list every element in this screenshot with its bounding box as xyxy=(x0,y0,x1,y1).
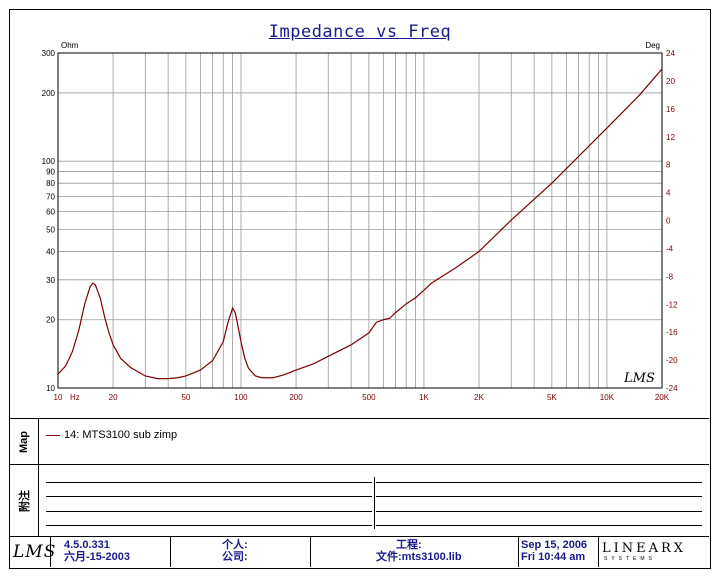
y-tick-label: 300 xyxy=(42,49,56,58)
lms-logo: LMS xyxy=(13,542,57,562)
company-label: 公司: xyxy=(222,551,248,563)
y-tick-label: 60 xyxy=(46,208,55,217)
report-time: Fri 10:44 am xyxy=(521,551,586,563)
x-tick-label: 1K xyxy=(419,393,429,402)
personal-label: 个人: xyxy=(222,539,248,551)
linearx-subtitle: SYSTEMS xyxy=(604,556,656,562)
y2-tick-label: -4 xyxy=(666,244,674,253)
chart-title: Impedance vs Freq xyxy=(268,22,452,42)
legend-panel-label: Map xyxy=(10,419,39,465)
y-tick-label: 20 xyxy=(46,316,55,325)
y-tick-label: 80 xyxy=(46,179,55,188)
notes-panel-label: 附注 xyxy=(10,465,39,537)
footer-user-cell: 个人: 公司: xyxy=(170,537,311,567)
legend-swatch xyxy=(46,434,60,436)
x-tick-label: 200 xyxy=(289,393,303,402)
y-unit-label: Ohm xyxy=(61,41,79,50)
y-tick-label: 50 xyxy=(46,225,55,234)
note-line xyxy=(376,496,702,497)
plot-lms-logo: LMS xyxy=(623,371,655,386)
y2-tick-label: -24 xyxy=(666,384,678,393)
y-tick-label: 200 xyxy=(42,89,56,98)
y2-tick-label: 20 xyxy=(666,77,675,86)
y-tick-label: 10 xyxy=(46,384,55,393)
x-tick-label: 5K xyxy=(547,393,557,402)
x-unit-label: Hz xyxy=(70,393,80,402)
y2-tick-label: 12 xyxy=(666,133,675,142)
footer-date-cell: Sep 15, 2006 Fri 10:44 am xyxy=(518,537,599,567)
y2-unit-label: Deg xyxy=(645,41,660,50)
legend-entry: 14: MTS3100 sub zimp xyxy=(46,429,177,441)
grid-lines xyxy=(58,53,662,388)
linearx-logo: LINEARX xyxy=(602,541,687,556)
notes-label: 附注 xyxy=(19,490,31,512)
note-line xyxy=(46,525,372,526)
y-tick-label: 90 xyxy=(46,168,55,177)
notes-divider xyxy=(374,477,375,529)
x-tick-label: 10K xyxy=(600,393,615,402)
x-tick-label: 10 xyxy=(54,393,63,402)
axis-ticks: 10 20 50 100 200 500 1K 2K 5K 10K 20KHz10203040506… xyxy=(42,49,678,402)
y-tick-label: 30 xyxy=(46,276,55,285)
note-line xyxy=(376,525,702,526)
x-tick-label: 20 xyxy=(109,393,118,402)
notes-panel: 附注 xyxy=(10,464,709,537)
y2-tick-label: 4 xyxy=(666,189,671,198)
legend-entry-text: 14: MTS3100 sub zimp xyxy=(64,429,178,441)
y2-tick-label: 16 xyxy=(666,105,675,114)
report-frame xyxy=(9,9,711,569)
version-date: 六月-15-2003 xyxy=(64,551,131,563)
y2-tick-label: -20 xyxy=(666,356,678,365)
y-tick-label: 100 xyxy=(42,157,56,166)
y-tick-label: 40 xyxy=(46,247,55,256)
y2-tick-label: 0 xyxy=(666,217,671,226)
y2-tick-label: -8 xyxy=(666,272,674,281)
file-label: 文件:mts3100.lib xyxy=(376,551,462,563)
y2-tick-label: 24 xyxy=(666,49,675,58)
project-label: 工程: xyxy=(396,539,422,551)
note-line xyxy=(46,511,372,512)
x-tick-label: 2K xyxy=(474,393,484,402)
plot-border xyxy=(57,52,663,389)
report-date: Sep 15, 2006 xyxy=(521,539,588,551)
y2-tick-label: -16 xyxy=(666,328,678,337)
footer-logo-cell: LMS xyxy=(10,537,55,567)
note-line xyxy=(376,482,702,483)
legend-panel: Map 14: MTS3100 sub zimp xyxy=(10,418,709,465)
x-tick-label: 50 xyxy=(181,393,190,402)
note-line xyxy=(46,482,372,483)
note-line xyxy=(376,511,702,512)
x-tick-label: 500 xyxy=(362,393,376,402)
footer-project-cell: 工程: 文件:mts3100.lib xyxy=(310,537,519,567)
y2-tick-label: -12 xyxy=(666,300,678,309)
y2-tick-label: 8 xyxy=(666,161,671,170)
map-label: Map xyxy=(18,431,30,453)
version-number: 4.5.0.331 xyxy=(64,539,110,551)
footer-version-cell: 4.5.0.331 六月-15-2003 xyxy=(50,537,171,567)
footer: LMS 4.5.0.331 六月-15-2003 个人: 公司: 工程: 文件:… xyxy=(10,536,709,567)
x-tick-label: 20K xyxy=(655,393,670,402)
note-line xyxy=(46,496,372,497)
impedance-series-line xyxy=(57,68,663,380)
y-tick-label: 70 xyxy=(46,192,55,201)
x-tick-label: 100 xyxy=(234,393,248,402)
